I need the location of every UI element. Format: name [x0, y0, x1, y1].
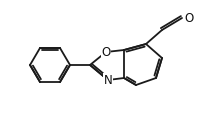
Text: N: N [104, 74, 112, 87]
Text: O: O [184, 11, 193, 25]
Text: O: O [101, 46, 111, 58]
